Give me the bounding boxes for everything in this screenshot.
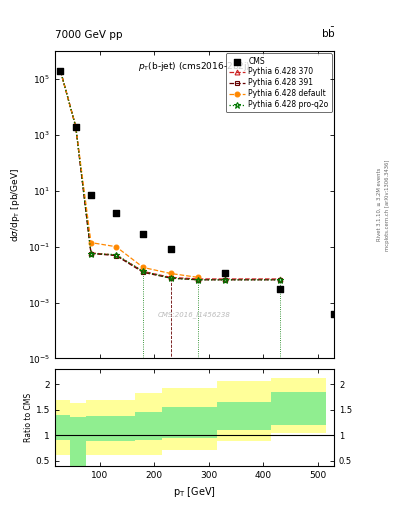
Bar <box>162 388 190 450</box>
Pythia 6.428 pro-q2o <box>223 277 228 283</box>
Bar <box>272 392 326 425</box>
Bar <box>55 400 70 455</box>
Bar <box>272 378 326 433</box>
Pythia 6.428 370 <box>58 68 63 74</box>
Pythia 6.428 370 <box>277 276 282 282</box>
Y-axis label: d$\sigma$/dp$_\mathrm{T}$ [pb/GeV]: d$\sigma$/dp$_\mathrm{T}$ [pb/GeV] <box>9 167 22 242</box>
CMS <box>73 122 79 131</box>
Line: Pythia 6.428 370: Pythia 6.428 370 <box>58 68 282 282</box>
Bar <box>135 393 162 455</box>
Bar <box>70 403 86 475</box>
Pythia 6.428 370 <box>73 123 78 130</box>
Text: b$\mathdefault{\bar{b}}$: b$\mathdefault{\bar{b}}$ <box>321 26 336 40</box>
Bar <box>162 407 190 438</box>
Pythia 6.428 default <box>168 270 173 276</box>
Pythia 6.428 370 <box>114 252 118 258</box>
Pythia 6.428 pro-q2o <box>114 251 118 258</box>
CMS <box>57 67 64 75</box>
Pythia 6.428 default <box>73 123 78 130</box>
Line: Pythia 6.428 pro-q2o: Pythia 6.428 pro-q2o <box>57 68 283 283</box>
Pythia 6.428 391 <box>223 277 228 283</box>
Text: 7000 GeV pp: 7000 GeV pp <box>55 30 123 40</box>
Pythia 6.428 pro-q2o <box>141 268 146 274</box>
Pythia 6.428 pro-q2o <box>73 123 78 130</box>
Bar <box>135 412 162 440</box>
Pythia 6.428 370 <box>223 276 228 282</box>
Pythia 6.428 default <box>141 264 146 270</box>
Pythia 6.428 pro-q2o <box>58 68 63 74</box>
Pythia 6.428 391 <box>277 277 282 283</box>
Bar <box>217 381 272 441</box>
CMS <box>140 230 147 238</box>
CMS <box>113 209 119 217</box>
Bar <box>108 416 135 441</box>
CMS <box>88 191 94 199</box>
Pythia 6.428 391 <box>58 68 63 74</box>
Bar <box>108 400 135 455</box>
Pythia 6.428 370 <box>195 276 200 282</box>
Pythia 6.428 default <box>89 240 94 246</box>
Pythia 6.428 pro-q2o <box>89 250 94 257</box>
Legend: CMS, Pythia 6.428 370, Pythia 6.428 391, Pythia 6.428 default, Pythia 6.428 pro-: CMS, Pythia 6.428 370, Pythia 6.428 391,… <box>226 53 332 112</box>
Bar <box>70 417 86 468</box>
Pythia 6.428 pro-q2o <box>168 275 173 281</box>
Pythia 6.428 391 <box>141 269 146 275</box>
Pythia 6.428 pro-q2o <box>277 277 282 283</box>
Bar <box>86 416 108 441</box>
Bar <box>190 407 217 438</box>
Line: Pythia 6.428 default: Pythia 6.428 default <box>58 68 200 280</box>
Pythia 6.428 pro-q2o <box>195 277 200 283</box>
Pythia 6.428 391 <box>73 123 78 130</box>
Line: Pythia 6.428 391: Pythia 6.428 391 <box>58 68 282 282</box>
Bar <box>217 402 272 430</box>
Pythia 6.428 391 <box>195 277 200 283</box>
Text: $p_\mathrm{T}$(b-jet) (cms2016-2b2j): $p_\mathrm{T}$(b-jet) (cms2016-2b2j) <box>138 60 251 73</box>
Pythia 6.428 default <box>195 274 200 281</box>
Text: CMS:2016_I1456238: CMS:2016_I1456238 <box>158 312 231 318</box>
Bar <box>86 400 108 455</box>
Text: Rivet 3.1.10, ≥ 3.2M events: Rivet 3.1.10, ≥ 3.2M events <box>377 168 382 242</box>
CMS <box>167 245 174 253</box>
Y-axis label: Ratio to CMS: Ratio to CMS <box>24 393 33 442</box>
CMS <box>222 269 228 278</box>
Pythia 6.428 391 <box>114 252 118 259</box>
CMS <box>331 310 337 318</box>
Pythia 6.428 370 <box>89 250 94 256</box>
Pythia 6.428 370 <box>168 274 173 281</box>
Bar <box>55 415 70 440</box>
Bar <box>190 388 217 450</box>
Pythia 6.428 391 <box>89 250 94 257</box>
Text: mcplots.cern.ch [arXiv:1306.3436]: mcplots.cern.ch [arXiv:1306.3436] <box>385 159 389 250</box>
Pythia 6.428 391 <box>168 275 173 281</box>
Pythia 6.428 370 <box>141 268 146 274</box>
Pythia 6.428 default <box>58 68 63 74</box>
X-axis label: p$_\mathrm{T}$ [GeV]: p$_\mathrm{T}$ [GeV] <box>173 485 216 499</box>
CMS <box>276 285 283 293</box>
Pythia 6.428 default <box>114 244 118 250</box>
